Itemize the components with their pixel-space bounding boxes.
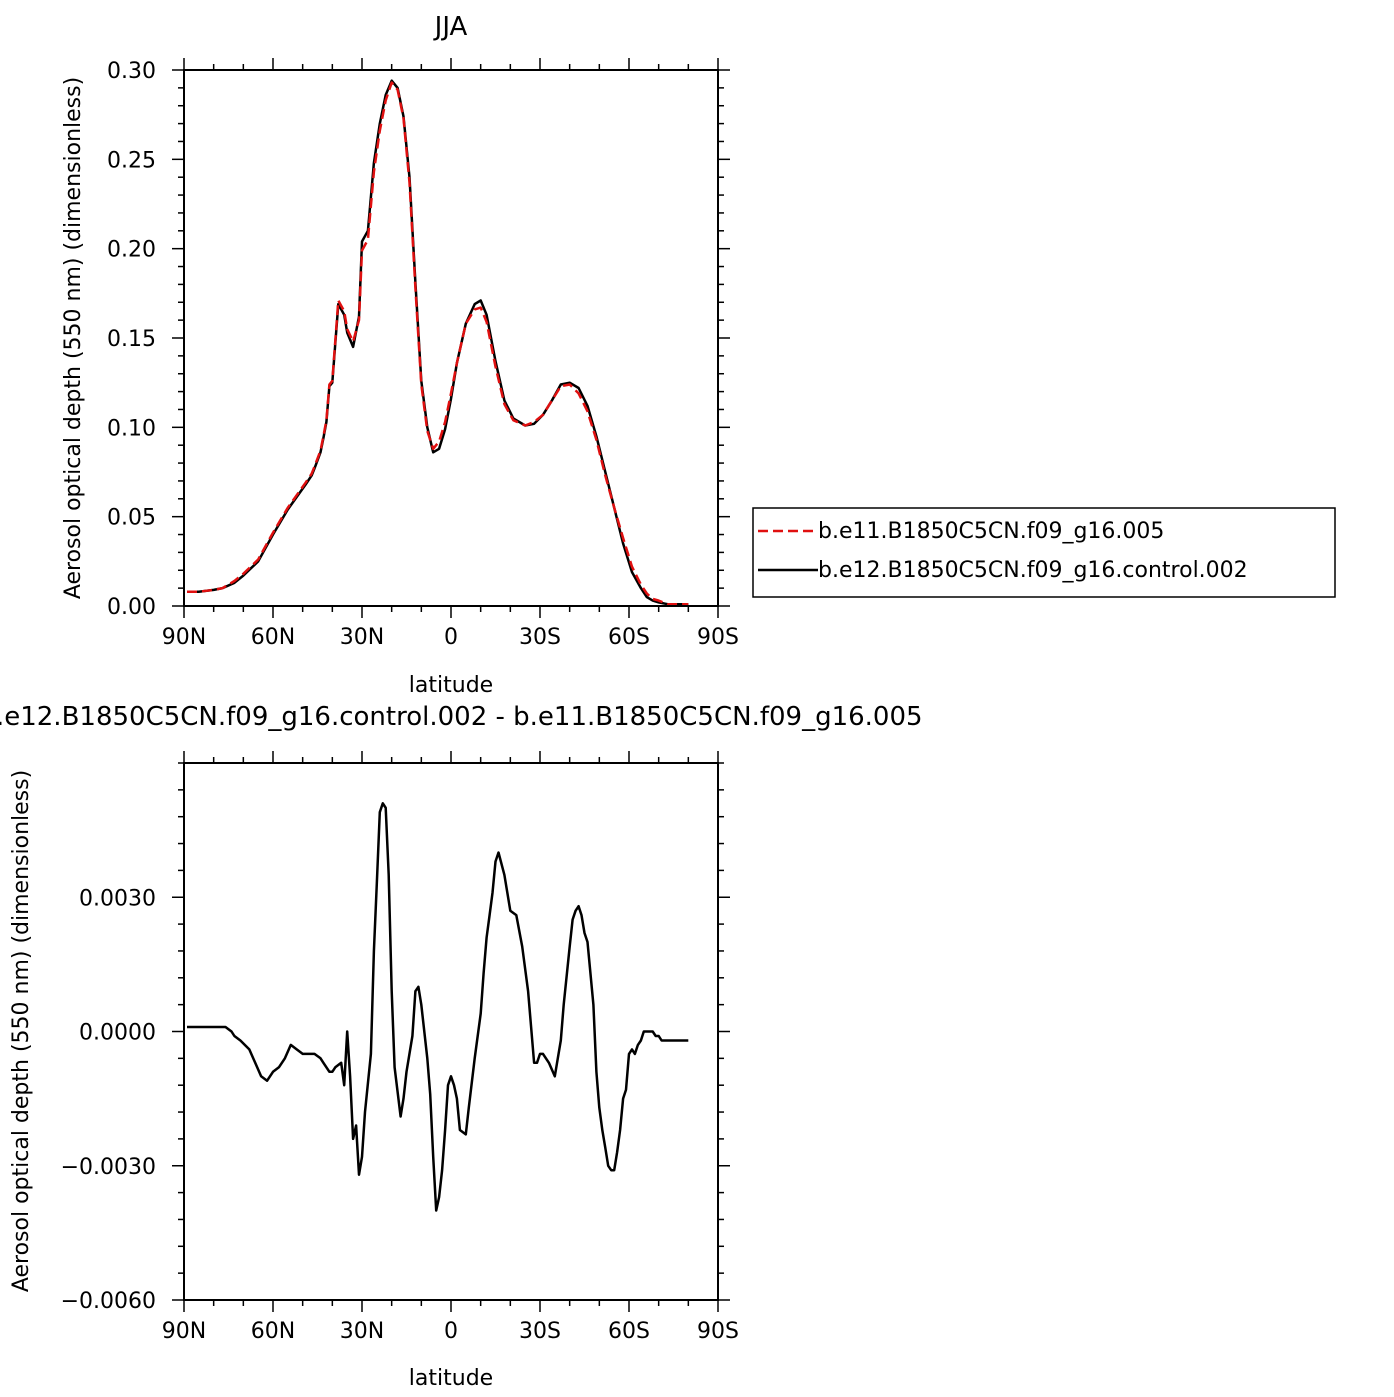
top-tick-labels: 90N 60N 30N 0 30S 60S 90S 0.00 0.05 0.10 0.15 0.20 0… xyxy=(107,59,739,650)
x-tick-label: 90N xyxy=(162,1319,206,1344)
top-chart-title: JJA xyxy=(433,12,468,42)
x-tick-label: 30S xyxy=(519,1319,561,1344)
top-panel: JJA Aerosol optical depth (550 nm) (dime… xyxy=(61,12,739,698)
y-tick-label: 0.30 xyxy=(107,59,156,84)
bottom-tick-labels: 90N 60N 30N 0 30S 60S 90S −0.0060 −0.0030 0.0000 0… xyxy=(61,886,739,1344)
y-tick-label: 0.0000 xyxy=(79,1021,156,1046)
x-tick-label: 0 xyxy=(444,1319,458,1344)
y-tick-label: 0.15 xyxy=(107,327,156,352)
y-tick-label: −0.0060 xyxy=(61,1289,156,1314)
x-tick-label: 0 xyxy=(444,625,458,650)
y-tick-label: 0.00 xyxy=(107,595,156,620)
legend-label-control: b.e12.B1850C5CN.f09_g16.control.002 xyxy=(818,558,1248,583)
y-tick-label: −0.0030 xyxy=(61,1155,156,1180)
top-series xyxy=(187,79,689,606)
top-x-axis-label: latitude xyxy=(409,673,493,698)
series-line-0-1 xyxy=(187,81,689,606)
legend-box xyxy=(752,507,1336,598)
y-tick-label: 0.05 xyxy=(107,506,156,531)
top-axis-ticks xyxy=(172,58,730,618)
bottom-chart-title: b.e12.B1850C5CN.f09_g16.control.002 - b.… xyxy=(0,702,923,732)
x-tick-label: 60S xyxy=(608,1319,650,1344)
top-plot-frame xyxy=(183,69,719,607)
legend-label-experiment: b.e11.B1850C5CN.f09_g16.005 xyxy=(818,519,1164,544)
bottom-panel: b.e12.B1850C5CN.f09_g16.control.002 - b.… xyxy=(0,702,923,1391)
x-tick-label: 60N xyxy=(251,1319,295,1344)
legend: b.e11.B1850C5CN.f09_g16.005 b.e12.B1850C… xyxy=(752,507,1336,598)
x-tick-label: 90N xyxy=(162,625,206,650)
y-tick-label: 0.10 xyxy=(107,416,156,441)
bottom-y-axis-label: Aerosol optical depth (550 nm) (dimensio… xyxy=(9,770,34,1292)
bottom-x-axis-label: latitude xyxy=(409,1366,493,1391)
y-tick-label: 0.20 xyxy=(107,238,156,263)
x-tick-label: 30S xyxy=(519,625,561,650)
bottom-series xyxy=(187,802,689,1212)
x-tick-label: 30N xyxy=(340,1319,384,1344)
series-line-0-0 xyxy=(187,79,689,606)
series-line-1-0 xyxy=(187,802,689,1212)
x-tick-label: 90S xyxy=(697,625,739,650)
y-tick-label: 0.0030 xyxy=(79,886,156,911)
y-tick-label: 0.25 xyxy=(107,148,156,173)
bottom-plot-frame xyxy=(183,762,719,1301)
top-y-axis-label: Aerosol optical depth (550 nm) (dimensio… xyxy=(61,77,86,599)
x-tick-label: 30N xyxy=(340,625,384,650)
x-tick-label: 90S xyxy=(697,1319,739,1344)
x-tick-label: 60S xyxy=(608,625,650,650)
x-tick-label: 60N xyxy=(251,625,295,650)
